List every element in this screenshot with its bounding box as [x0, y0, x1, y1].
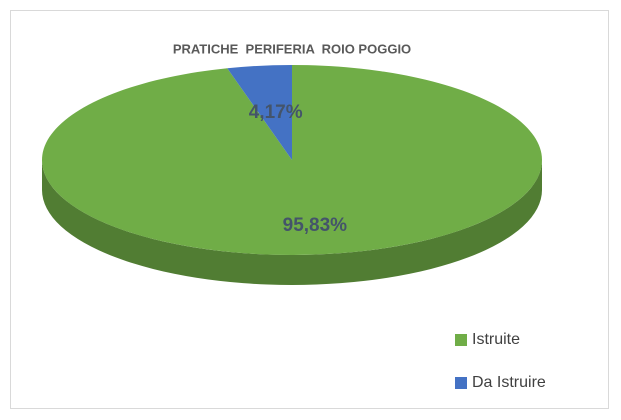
legend-label: Istruite	[472, 331, 520, 348]
legend-swatch	[455, 334, 467, 346]
value-label: 95,83%	[283, 215, 348, 236]
pie-slice	[41, 65, 542, 255]
chart-title: PRATICHE PERIFERIA ROIO POGGIO	[173, 41, 411, 56]
legend-label: Da Istruire	[472, 374, 546, 391]
pie-side	[42, 160, 542, 285]
pie-slice	[227, 65, 292, 160]
value-label: 4,17%	[249, 102, 303, 123]
legend-swatch	[455, 377, 467, 389]
